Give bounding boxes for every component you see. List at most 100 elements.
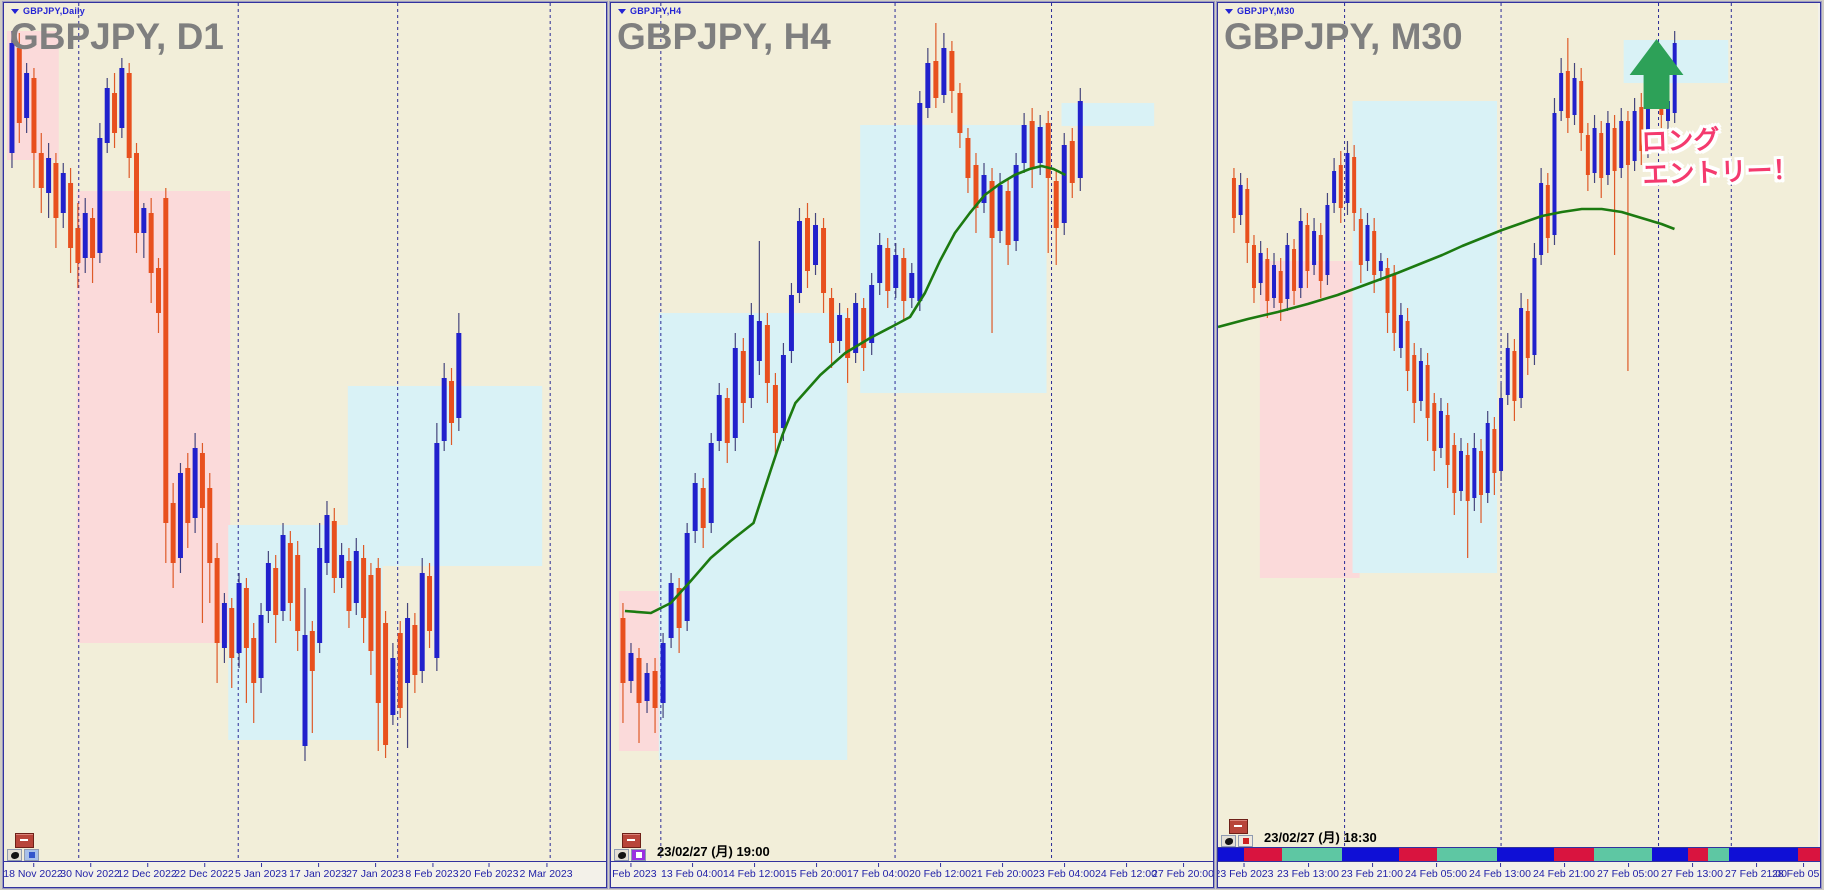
indicator-icon[interactable]	[24, 849, 39, 861]
minimize-button[interactable]	[1229, 819, 1248, 834]
bull-candle	[1458, 451, 1463, 491]
bear-candle	[1385, 268, 1390, 313]
bull-candle	[302, 635, 308, 746]
bull-candle	[1272, 265, 1277, 298]
chart-area-m30[interactable]: GBPJPY,M30 GBPJPY, M30 23/02/27 (月) 18:3…	[1218, 3, 1818, 847]
watermark-symbol: GBPJPY, M30	[1224, 16, 1463, 57]
time-axis-m30[interactable]: 23 Feb 2023 23 Feb 13:00 23 Feb 21:00 24 Fe…	[1218, 862, 1820, 884]
bear-candle	[170, 503, 176, 563]
bull-candle	[24, 73, 30, 118]
chart-title-bar[interactable]: GBPJPY,H4	[618, 6, 681, 16]
bull-candle	[434, 443, 440, 658]
axis-time-label: 27 Feb 21:00	[1725, 863, 1787, 880]
bull-candle	[1505, 348, 1510, 395]
object-icon-row	[7, 849, 39, 861]
bear-candle	[861, 308, 867, 348]
bull-candle	[869, 285, 875, 343]
bull-candle	[692, 483, 698, 531]
moving-average-line	[1218, 207, 1675, 329]
bear-candle	[805, 218, 810, 271]
chevron-down-icon[interactable]	[11, 8, 19, 14]
supply-demand-zone-pink	[1259, 261, 1360, 578]
bear-candle	[1372, 231, 1377, 275]
bear-candle	[214, 558, 220, 643]
bear-candle	[16, 48, 22, 123]
bull-candle	[9, 43, 15, 153]
bull-candle	[756, 321, 762, 361]
bear-candle	[1358, 219, 1363, 265]
bull-candle	[1298, 221, 1303, 288]
bull-candle	[788, 295, 794, 351]
axis-time-label: 28 Feb 05:00	[1772, 863, 1820, 880]
chevron-down-icon[interactable]	[1225, 8, 1233, 14]
chart-area-d1[interactable]: GBPJPY,Daily GBPJPY, D1	[4, 3, 604, 861]
bear-candle	[1405, 321, 1410, 371]
bear-candle	[309, 631, 315, 671]
brush-icon[interactable]	[7, 849, 22, 861]
brush-icon[interactable]	[1221, 835, 1236, 847]
bear-candle	[1053, 181, 1059, 228]
axis-time-label: 23 Feb 21:00	[1341, 863, 1403, 880]
bull-candle	[104, 88, 110, 143]
bear-candle	[901, 258, 907, 301]
indicator-icon[interactable]	[631, 849, 646, 861]
session-segment-teal	[1437, 848, 1497, 861]
bear-candle	[155, 268, 161, 313]
axis-time-label: 20 Feb 2023	[459, 863, 519, 880]
axis-time-label: 27 Feb 20:00	[1152, 863, 1213, 880]
chart-window-d1[interactable]: GBPJPY,Daily GBPJPY, D1 18 Nov 2022 30 No…	[2, 1, 608, 889]
bear-candle	[933, 61, 939, 98]
bull-candle	[60, 173, 66, 213]
bear-candle	[163, 198, 169, 523]
bear-candle	[1029, 121, 1035, 168]
object-icon-row	[1221, 835, 1253, 847]
bull-candle	[1345, 153, 1350, 203]
bull-candle	[1077, 101, 1083, 178]
bear-candle	[740, 351, 746, 403]
session-segment-red	[1798, 848, 1820, 861]
bull-candle	[1325, 205, 1330, 275]
bull-candle	[1485, 423, 1490, 493]
bull-candle	[1605, 123, 1610, 175]
bear-candle	[1479, 451, 1484, 495]
bull-candle	[917, 103, 923, 301]
bull-candle	[1519, 308, 1524, 398]
bull-candle	[925, 63, 931, 108]
bear-candle	[31, 78, 37, 153]
axis-time-label: 23 Feb 13:00	[1277, 863, 1339, 880]
chart-title-bar[interactable]: GBPJPY,Daily	[11, 6, 85, 16]
supply-demand-zone-blue	[1352, 101, 1498, 573]
bull-candle	[1378, 261, 1383, 271]
chart-window-h4[interactable]: GBPJPY,H4 GBPJPY, H4 23/02/27 (月) 19:00 …	[609, 1, 1215, 889]
chart-area-h4[interactable]: GBPJPY,H4 GBPJPY, H4 23/02/27 (月) 19:00	[611, 3, 1211, 861]
bear-candle	[229, 608, 235, 658]
chart-window-m30[interactable]: GBPJPY,M30 GBPJPY, M30 23/02/27 (月) 18:3…	[1216, 1, 1822, 889]
brush-icon[interactable]	[614, 849, 629, 861]
bear-candle	[772, 385, 778, 433]
session-segment-red	[1399, 848, 1437, 861]
bear-candle	[1338, 165, 1343, 208]
bear-candle	[1585, 135, 1590, 175]
bear-candle	[620, 618, 626, 683]
chart-title-bar[interactable]: GBPJPY,M30	[1225, 6, 1295, 16]
bear-candle	[199, 453, 205, 508]
time-axis-d1[interactable]: 18 Nov 2022 30 Nov 2022 12 Dec 2022 22 Dec …	[4, 861, 606, 884]
bull-candle	[1592, 128, 1597, 173]
minimize-button[interactable]	[15, 833, 34, 848]
minimize-button[interactable]	[622, 833, 641, 848]
bear-candle	[973, 165, 979, 208]
axis-time-label: 24 Feb 05:00	[1405, 863, 1467, 880]
bear-candle	[965, 138, 971, 178]
symbol-period-label: GBPJPY,M30	[1237, 6, 1295, 16]
indicator-icon[interactable]	[1238, 835, 1253, 847]
axis-time-label: 24 Feb 12:00	[1095, 863, 1157, 880]
bull-candle	[405, 618, 411, 683]
candles	[9, 31, 462, 761]
axis-time-label: 18 Nov 2022	[4, 863, 63, 880]
axis-time-label: 12 Dec 2022	[117, 863, 177, 880]
chevron-down-icon[interactable]	[618, 8, 626, 14]
bull-candle	[796, 221, 802, 293]
bull-candle	[97, 138, 103, 253]
bear-candle	[1352, 157, 1357, 213]
